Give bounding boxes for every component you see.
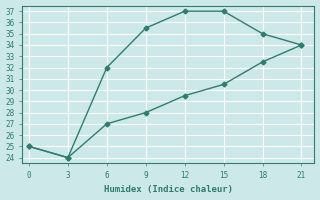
X-axis label: Humidex (Indice chaleur): Humidex (Indice chaleur) xyxy=(104,185,233,194)
